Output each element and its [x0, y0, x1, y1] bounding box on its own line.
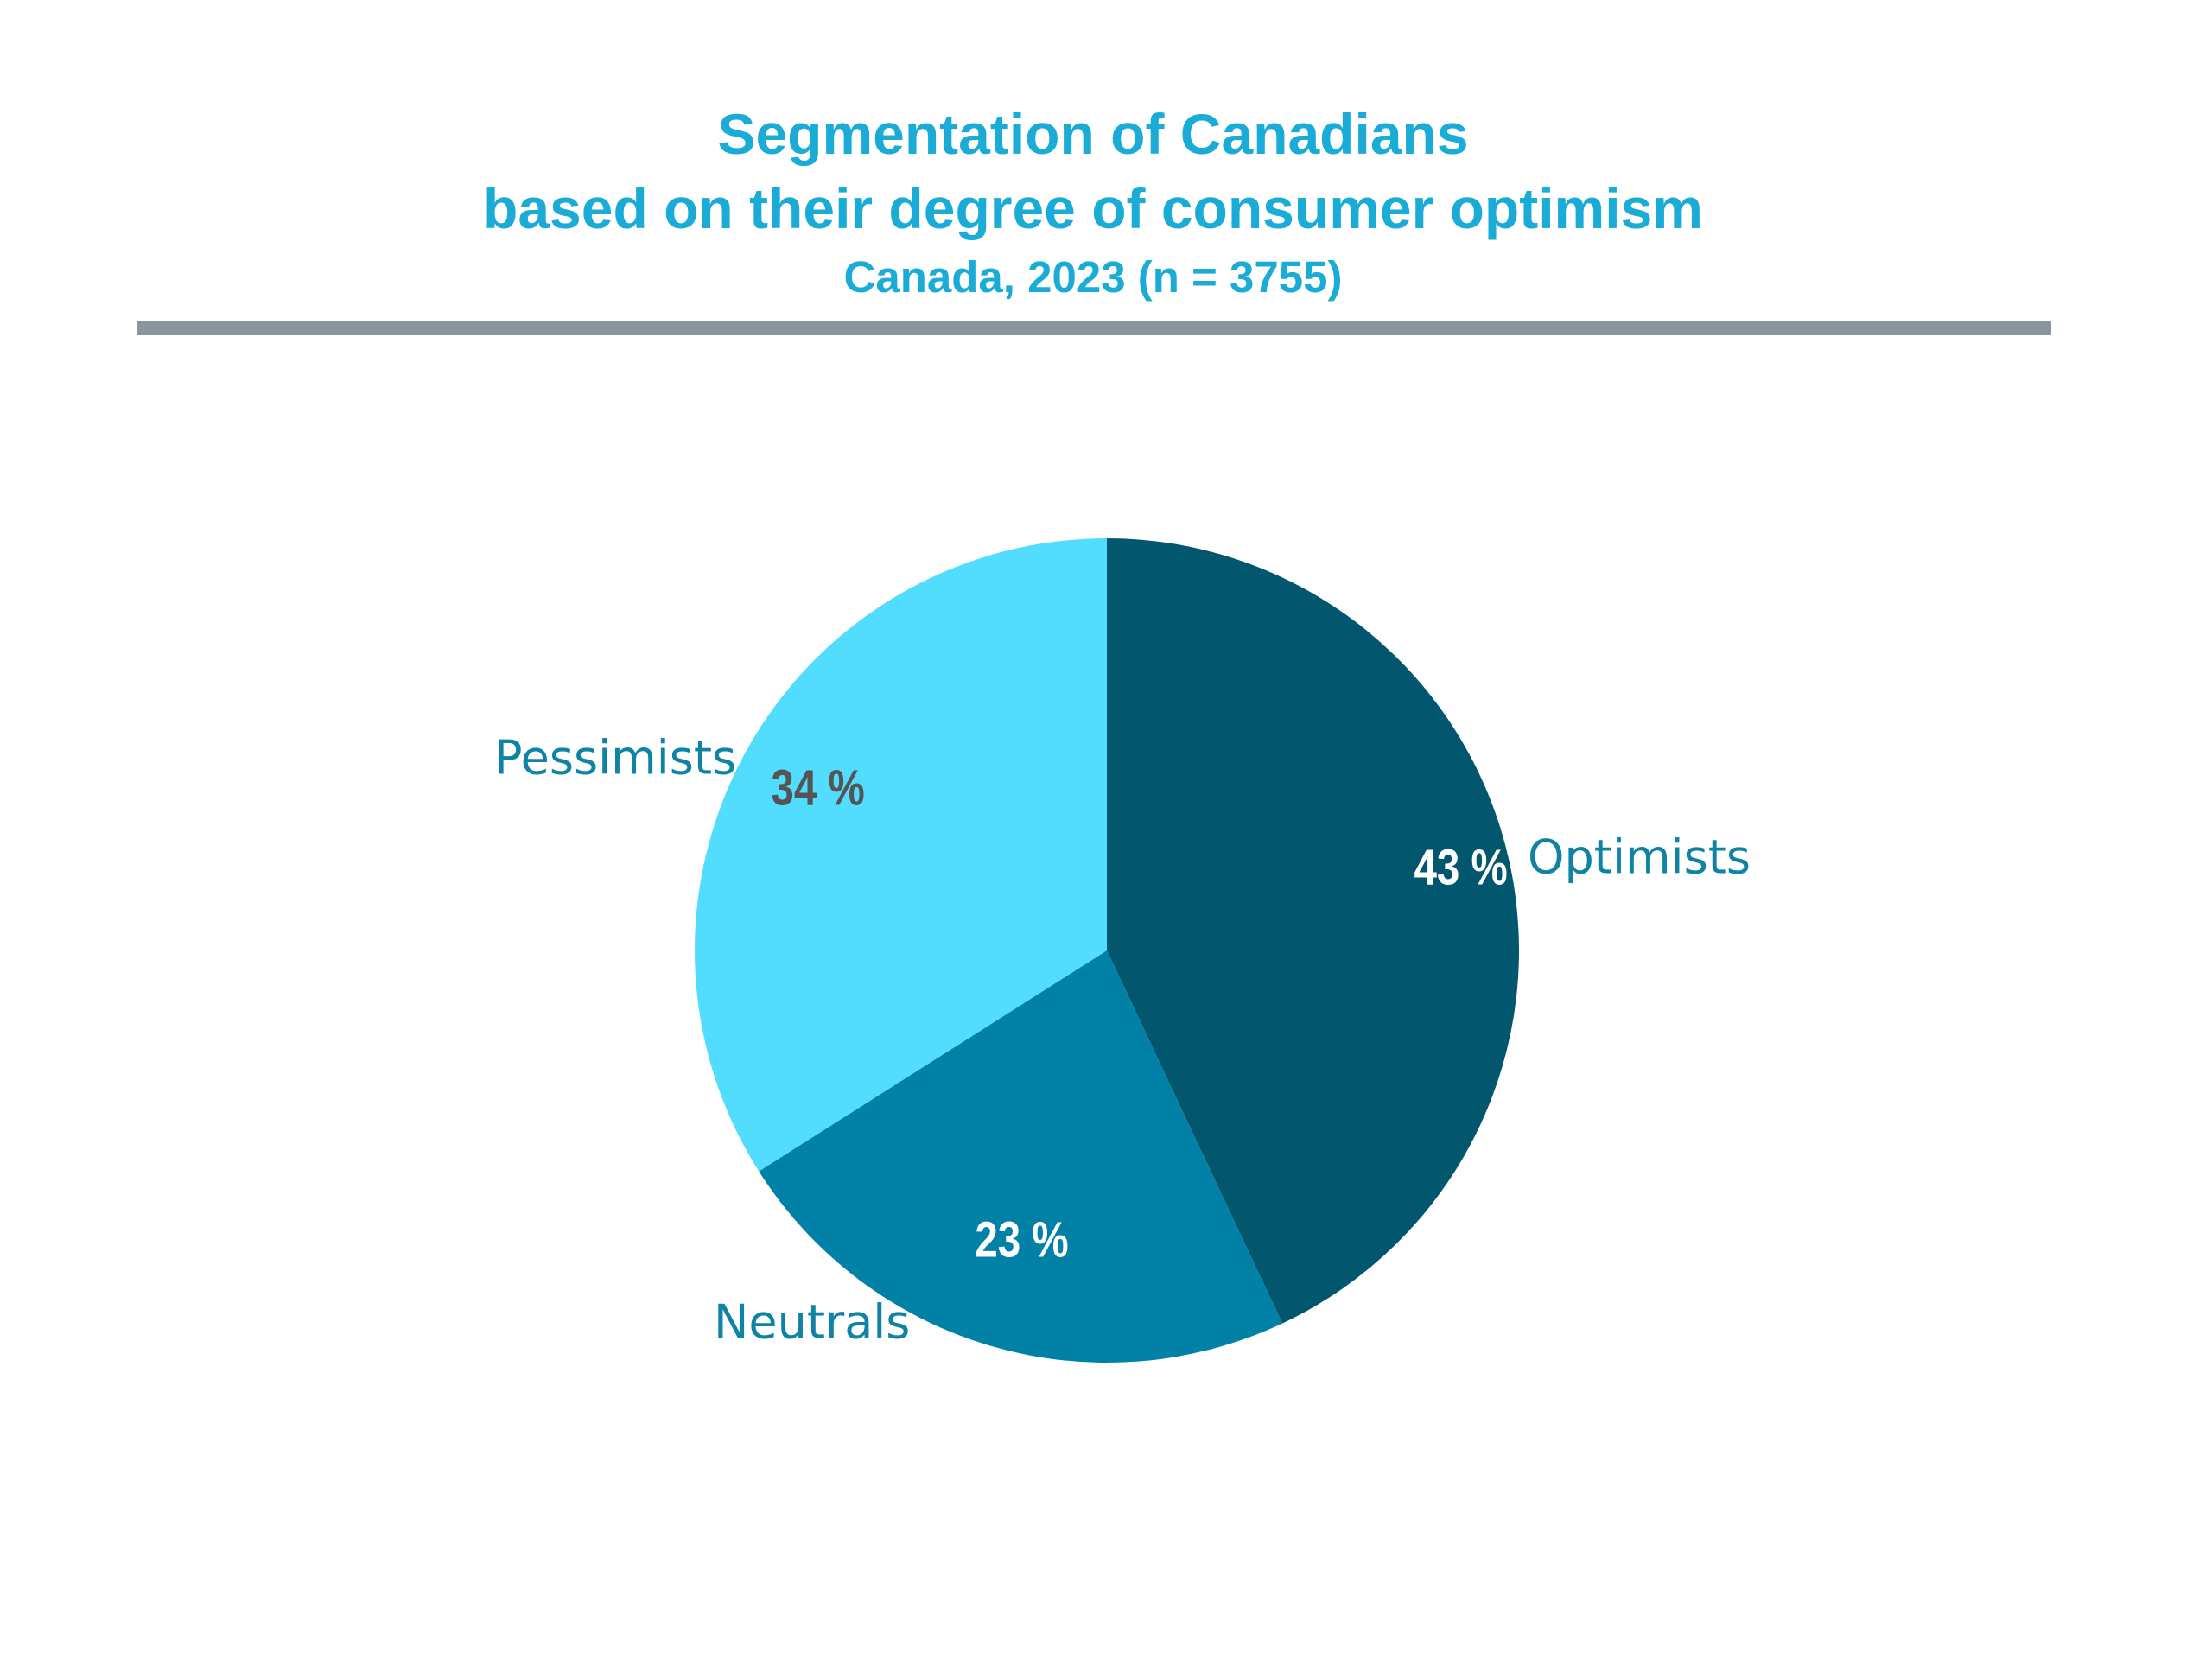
- title-divider: [137, 321, 2051, 335]
- category-label-pessimists: Pessimists: [494, 731, 736, 785]
- pie-slice-neutrals: [759, 950, 1283, 1363]
- chart-title: Segmentation of Canadians: [717, 102, 1469, 166]
- pie-slice-pessimists: [694, 538, 1107, 1172]
- value-label-pessimists: 34 %: [771, 760, 864, 817]
- value-label-optimists: 43 %: [1414, 840, 1507, 896]
- chart-title-block: Segmentation of Canadians based on their…: [0, 97, 2186, 308]
- pie-labels: 43 % Optimists 23 % Neutrals 34 % Pessimists: [494, 731, 1751, 1350]
- category-label-optimists: Optimists: [1528, 830, 1751, 885]
- pie-slices: [694, 538, 1520, 1363]
- chart-title-line-2: based on their degree of consumer optimi…: [483, 176, 1703, 240]
- category-label-neutrals: Neutrals: [714, 1295, 910, 1350]
- value-label-neutrals: 23 %: [975, 1212, 1068, 1268]
- pie-slice-optimists: [1107, 538, 1520, 1324]
- chart-subtitle: Canada, 2023 (n = 3755): [843, 252, 1343, 302]
